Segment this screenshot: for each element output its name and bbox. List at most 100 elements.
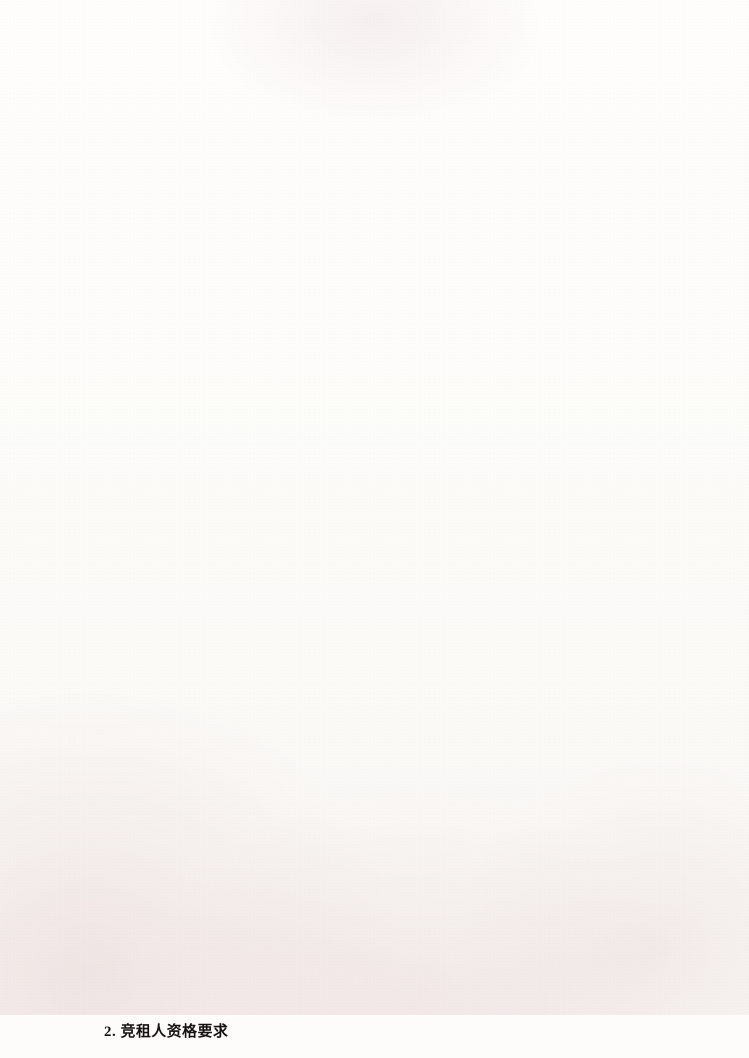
section-heading-2: 2. 竞租人资格要求 xyxy=(104,1024,229,1041)
cell-price-left: 2665 xyxy=(296,244,390,278)
table-row: 标段69 38.03 1331 标段70 78.95 2763 xyxy=(89,370,691,408)
cell-price-left: 3416 xyxy=(299,630,393,664)
cell-lot-right: 标段66 xyxy=(389,307,494,341)
cell-price-left: 1389 xyxy=(296,212,389,246)
clause-1-5-line-1: 1.5 产以现状出租，承租人为满足经营所必须办理的各类手续和设备添加、消防改造验 xyxy=(92,938,661,955)
cell-area-right: 87.67 xyxy=(496,661,601,695)
cell-area-left: 78.08 xyxy=(195,599,300,633)
table-row: 标段53 73.7 2580 标段54 33 1155 xyxy=(87,113,689,151)
cell-area-right: 76.06 xyxy=(493,274,598,308)
paragraph-item-1-5: 1.5 产以现状出租，承租人为满足经营所必须办理的各类手续和设备添加、消防改造验… xyxy=(92,934,708,1016)
cell-area-right: 69.96 xyxy=(492,210,597,244)
cell-area-left: 56.15 xyxy=(196,663,301,697)
table-row: 标段89 168.89 2713 标段90 259.54 5840 xyxy=(92,692,693,730)
table-row: 标段51 74.76 2617 标段52 115.3 3459 xyxy=(87,81,688,119)
cell-lot-right: 标段76 xyxy=(390,468,495,502)
cell-lot-left: 标段71 xyxy=(90,406,195,440)
table-row: 标段83 78.08 2342 标段84 312.32 7027 xyxy=(91,596,692,634)
cell-lot-right: 标段88 xyxy=(392,662,497,696)
cell-price-left: 2713 xyxy=(300,695,393,728)
cell-lot-left: 标段81 xyxy=(91,567,196,601)
cell-price-left: 2143 xyxy=(297,276,390,310)
cell-area-right: 194.74 xyxy=(494,500,600,534)
cell-lot-left: 标段69 xyxy=(89,374,195,408)
cell-lot-right: 标段80 xyxy=(391,533,496,567)
cell-lot-left: 标段57 xyxy=(88,181,193,215)
cell-price-right: 2630 xyxy=(600,660,693,694)
cell-price-right: 3459 xyxy=(595,81,688,115)
table-row: 标段77 423.12 8676 标段78 194.74 3992 xyxy=(90,499,692,537)
cell-lot-right: 标段68 xyxy=(389,340,494,374)
table-row: 标段79 110.68 2269 标段80 128.8 2640 xyxy=(91,531,692,569)
column-header-area-right: 建筑面积 xyxy=(491,48,596,83)
cell-price-left: 2580 xyxy=(295,115,389,149)
cell-lot-right: 标段86 xyxy=(391,629,497,663)
cell-lot-right: 标段60 xyxy=(388,211,493,245)
cell-price-right: 2662 xyxy=(597,274,690,308)
document-body-text: 划分：建投置业资产租赁项目共分为97个标段 1.2 租赁年限：3年（不包含免租运… xyxy=(92,786,708,1058)
column-header-lot-right: 标段号 xyxy=(387,49,492,84)
cell-lot-right: 标段78 xyxy=(390,501,496,535)
table-row: 标段73 46 2612 标段74 81.84 2864 xyxy=(90,435,691,473)
cell-lot-right: 标段84 xyxy=(391,597,496,631)
column-header-price-right: 招租底价 xyxy=(595,48,688,82)
cell-price-left: 2612 xyxy=(298,437,391,471)
cell-area-left: 407.41 xyxy=(196,727,301,761)
table-row: 标段91 407.41 9207 标段92 73.72 2433 xyxy=(92,724,693,762)
cell-area-left: 87.67 xyxy=(193,309,298,343)
cell-price-left: 2617 xyxy=(295,83,388,117)
cell-lot-right: 标段52 xyxy=(387,82,492,116)
cell-area-right: 259.54 xyxy=(496,693,601,727)
cell-price-right: 1085 xyxy=(598,403,691,436)
cell-area-right: 38.03 xyxy=(493,339,598,373)
table-row: 标段81 121.06 2482 标段82 121.06 2482 xyxy=(91,563,692,601)
cell-lot-left: 标段83 xyxy=(91,600,196,634)
column-header-lot-left: 标段号 xyxy=(87,52,192,86)
cell-price-left: 2428 xyxy=(296,180,389,213)
cell-price-right: 2619 xyxy=(596,177,689,211)
cell-lot-left: 标段85 xyxy=(91,632,197,666)
cell-price-right: 2449 xyxy=(596,209,689,243)
cell-area-right: 121.06 xyxy=(495,564,600,598)
cell-area-left: 121.06 xyxy=(195,567,300,601)
table-row: 标段63 61.21 2143 标段64 76.06 2662 xyxy=(89,274,690,312)
cell-price-left: 3068 xyxy=(297,308,390,342)
cell-area-right: 128.8 xyxy=(495,532,600,566)
cell-lot-left: 标段67 xyxy=(89,342,194,376)
cell-area-left: 38.03 xyxy=(193,373,299,407)
margin-tick-mark xyxy=(736,26,744,36)
cell-area-right: 42.61 xyxy=(494,468,599,502)
cell-lot-left: 标段63 xyxy=(89,278,194,312)
cell-area-right: 73.58 xyxy=(492,242,598,276)
cell-lot-left: 标段51 xyxy=(87,85,192,119)
paragraph-lot-summary: 划分：建投置业资产租赁项目共分为97个标段 xyxy=(92,789,396,805)
paragraph-item-1-3: 1.3 免租运营筹备期（装修期+运营筹备期）：无 xyxy=(94,862,407,879)
cell-price-right: 3992 xyxy=(598,499,692,533)
cell-area-left: 76.14 xyxy=(192,245,298,279)
cell-lot-right: 标段56 xyxy=(388,147,493,181)
cell-lot-left: 标段73 xyxy=(90,439,195,473)
cell-price-right: 7027 xyxy=(599,596,692,630)
cell-lot-left: 标段89 xyxy=(92,696,197,730)
cell-area-left: 73.7 xyxy=(191,116,297,150)
cell-area-right: 115.3 xyxy=(491,81,596,115)
cell-price-right: 1155 xyxy=(595,113,689,147)
cell-price-left: 9207 xyxy=(300,727,393,761)
cell-price-left: 2342 xyxy=(299,598,392,632)
cell-lot-left: 标段65 xyxy=(89,310,194,344)
cell-price-right: 1492 xyxy=(598,467,691,501)
table-header-row: 标段号 建筑面积 招租底价 标段号 建筑面积 招租底价 xyxy=(87,48,688,86)
cell-lot-right: 标段70 xyxy=(389,372,495,406)
cell-lot-right: 标段64 xyxy=(389,275,494,309)
cell-lot-right: 标段72 xyxy=(390,404,495,438)
table-row: 标段87 56.15 1685 标段88 87.67 2630 xyxy=(92,660,693,698)
bid-lot-table-container: 标段号 建筑面积 招租底价 标段号 建筑面积 招租底价 标段51 74.76 261… xyxy=(87,29,733,859)
table-row: 标段75 73.58 2428 标段76 42.61 1492 xyxy=(90,467,691,505)
cell-lot-left: 标段87 xyxy=(92,664,197,698)
cell-area-left: 61.21 xyxy=(193,277,298,311)
cell-price-right: 4866 xyxy=(596,145,689,179)
cell-lot-right: 标段92 xyxy=(392,726,497,760)
cell-lot-right: 标段54 xyxy=(387,114,493,148)
cell-price-right: 2423 xyxy=(597,306,690,340)
bid-lot-table: 标段号 建筑面积 招租底价 标段号 建筑面积 招租底价 标段51 74.76 261… xyxy=(87,48,694,859)
